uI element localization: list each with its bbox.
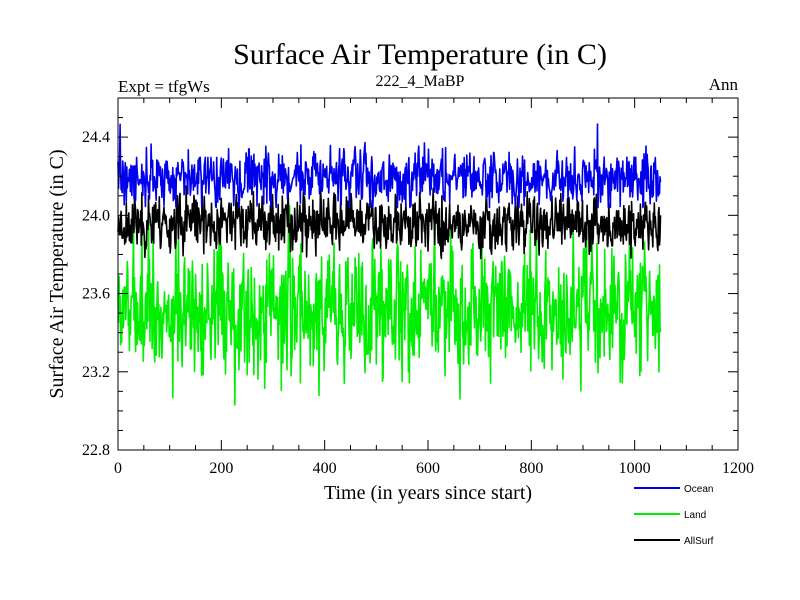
axis-layer: 0 200 400 600 800 1000 1200 22.8 23.2 23.6 24.0 24.… <box>82 98 754 477</box>
series-line-land <box>117 204 662 406</box>
x-tick-label: 600 <box>416 460 440 477</box>
y-tick-label: 23.6 <box>82 286 110 303</box>
series-layer <box>117 123 662 406</box>
x-tick-label: 400 <box>313 460 337 477</box>
x-axis-label: Time (in years since start) <box>324 482 532 504</box>
y-axis-label: Surface Air Temperature (in C) <box>46 149 68 398</box>
legend-label-land: Land <box>684 510 706 521</box>
y-tick-label: 22.8 <box>82 442 110 459</box>
y-tick-label: 23.2 <box>82 364 110 381</box>
legend-label-ocean: Ocean <box>684 484 713 495</box>
chart-subtitle-right: Ann <box>709 75 739 94</box>
x-tick-label: 1200 <box>722 460 754 477</box>
x-tick-label: 200 <box>209 460 233 477</box>
x-tick-label: 800 <box>519 460 543 477</box>
y-tick-label: 24.4 <box>82 129 110 146</box>
x-tick-label: 0 <box>114 460 122 477</box>
series-line-allsurf <box>117 185 662 260</box>
chart-title: Surface Air Temperature (in C) <box>233 38 607 71</box>
legend: Ocean Land AllSurf <box>634 484 714 547</box>
series-line-ocean <box>117 123 662 209</box>
x-tick-label: 1000 <box>619 460 651 477</box>
y-tick-label: 24.0 <box>82 207 110 224</box>
chart-subtitle-left: Expt = tfgWs <box>118 77 210 96</box>
legend-label-allsurf: AllSurf <box>684 536 714 547</box>
chart-subtitle-center: 222_4_MaBP <box>376 73 465 90</box>
